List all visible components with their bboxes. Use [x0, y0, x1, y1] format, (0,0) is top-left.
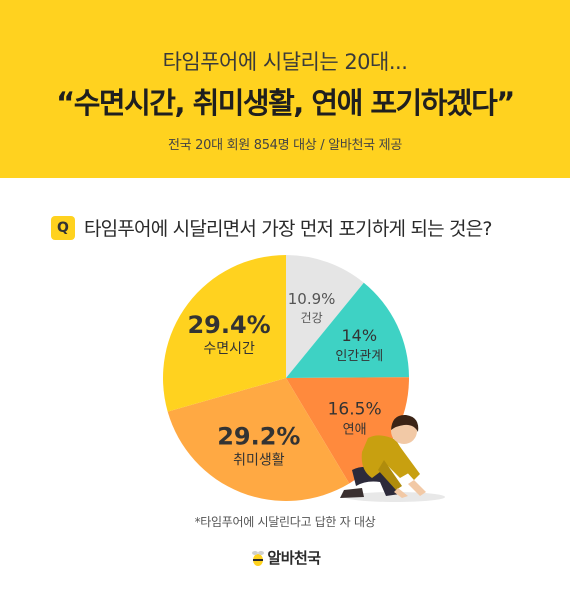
pie-slice-인간관계 [286, 282, 409, 378]
slice-value-label: 29.4% [187, 311, 270, 339]
header-banner: 타임푸어에 시달리는 20대... “수면시간, 취미생활, 연애 포기하겠다”… [0, 0, 570, 178]
slice-category-label: 취미생활 [233, 453, 285, 469]
slice-value-label: 10.9% [288, 290, 336, 308]
pie-slices [163, 255, 409, 501]
bee-icon [252, 550, 265, 566]
logo-text: 알바천국 [267, 549, 321, 567]
brand-logo: 알바천국 [0, 547, 570, 571]
slice-value-label: 16.5% [328, 400, 382, 420]
question-text: 타임푸어에 시달리면서 가장 먼저 포기하게 되는 것은? [84, 218, 492, 240]
pie-labels: 10.9% 건강 14% 인간관계 16.5% 연애 29.2% 취미생활 29.4% 수면시간 [187, 290, 383, 468]
header-subtitle: 타임푸어에 시달리는 20대... [162, 50, 408, 74]
kneeling-person-illustration [340, 414, 445, 502]
pie-slice-수면시간 [163, 255, 286, 412]
pie-slice-건강 [286, 255, 364, 378]
slice-value-label: 29.2% [217, 423, 300, 451]
footnote: *타임푸어에 시달린다고 답한 자 대상 [194, 515, 376, 529]
question-badge: Q [51, 215, 75, 240]
header-source: 전국 20대 회원 854명 대상 / 알바천국 제공 [167, 138, 402, 153]
pie-slice-취미생활 [167, 378, 350, 501]
slice-category-label: 연애 [343, 423, 367, 438]
question: Q 타임푸어에 시달리면서 가장 먼저 포기하게 되는 것은? [51, 214, 492, 241]
slice-value-label: 14% [341, 326, 377, 345]
slice-category-label: 건강 [301, 311, 323, 325]
slice-category-label: 수면시간 [203, 341, 255, 357]
slice-category-label: 인간관계 [335, 349, 383, 364]
header-title: “수면시간, 취미생활, 연애 포기하겠다” [56, 86, 515, 120]
